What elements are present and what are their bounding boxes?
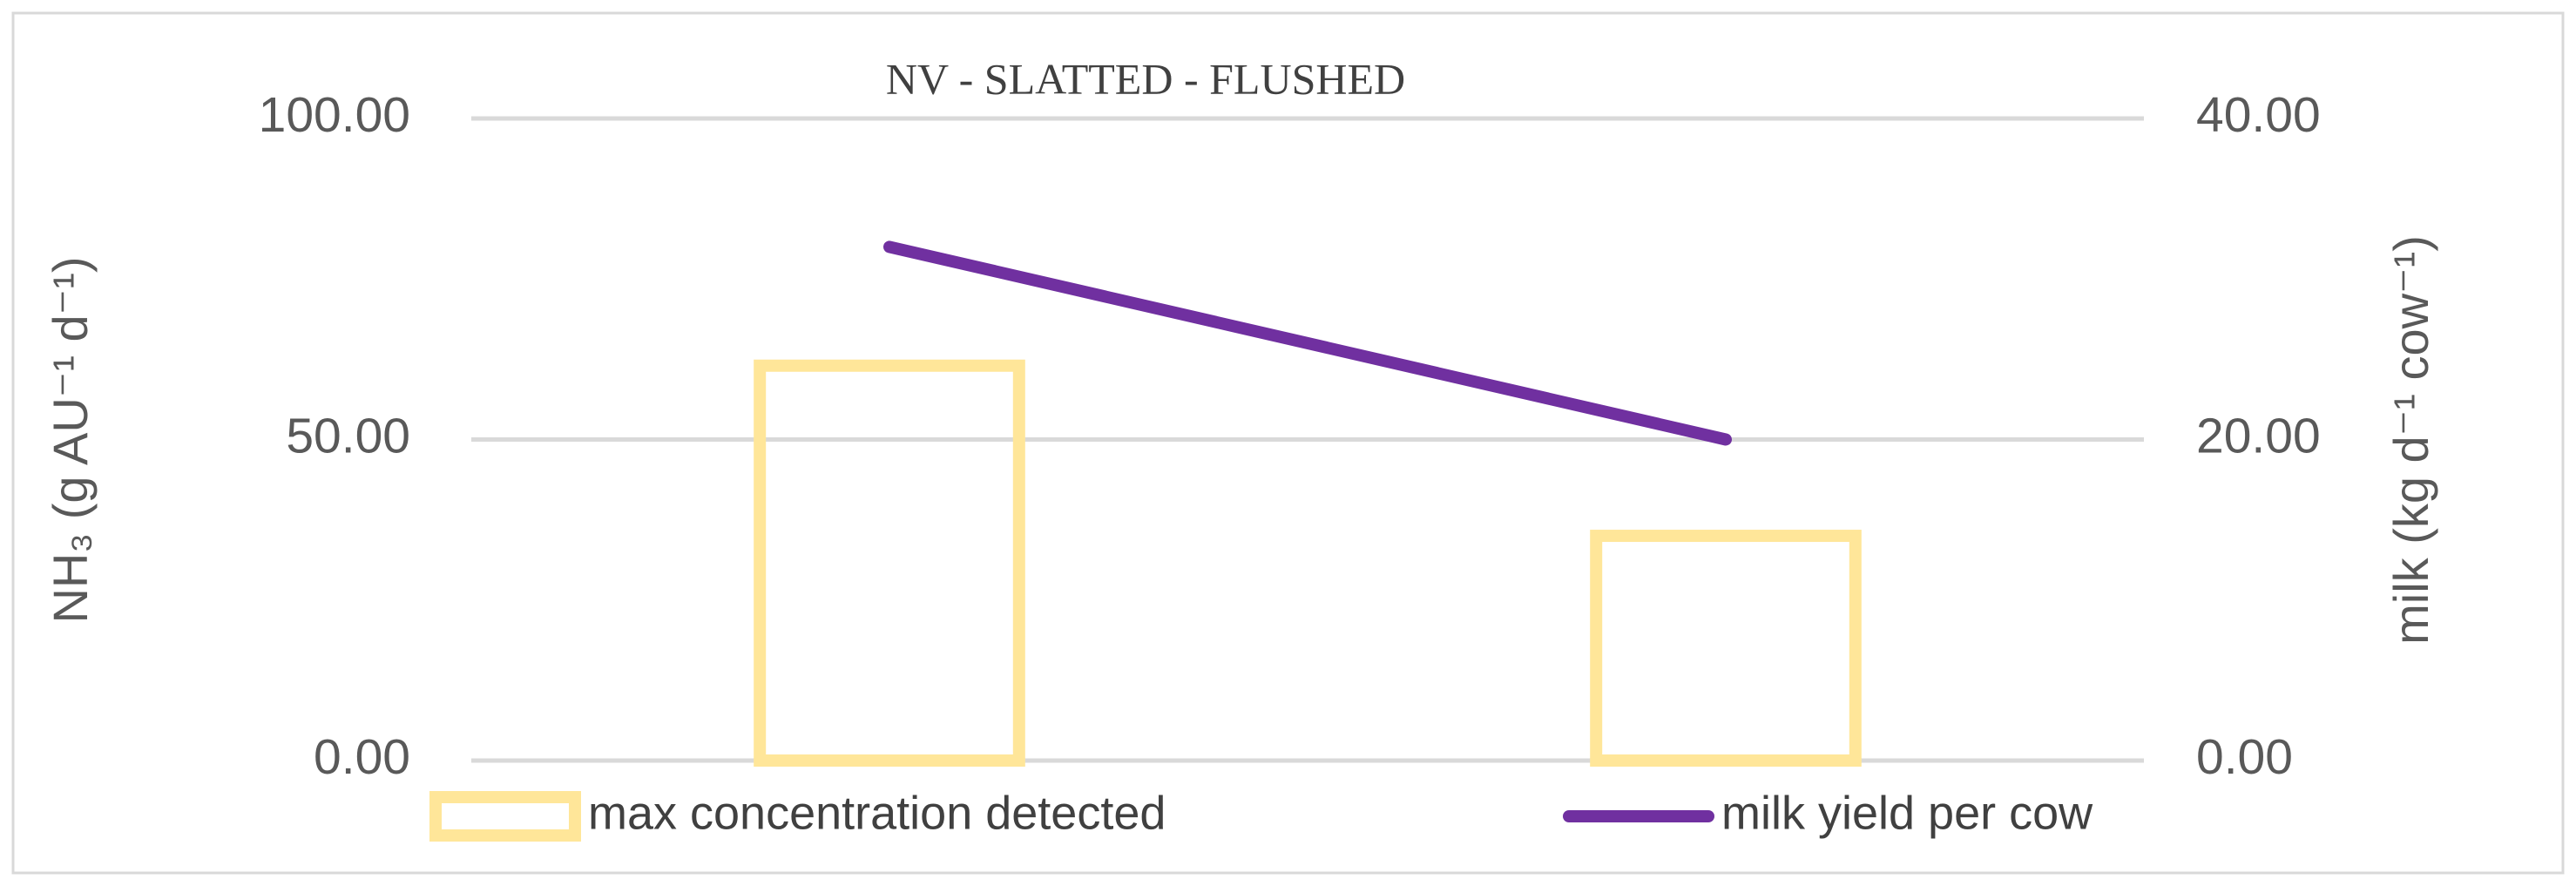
line (883, 240, 1732, 446)
y2-tick-label: 20.00 (2196, 409, 2321, 464)
bar (1590, 530, 1862, 767)
chart-title: NV - SLATTED - FLUSHED (886, 54, 1405, 103)
legend-swatch (429, 791, 581, 842)
y2-tick-label: 0.00 (2196, 729, 2293, 785)
bar (754, 359, 1025, 767)
y2-axis-title: milk (kg d⁻¹ cow⁻¹) (2383, 235, 2438, 645)
y-tick-label: 50.00 (286, 409, 410, 464)
legend-label: max concentration detected (588, 787, 1166, 839)
y-tick-label: 100.00 (259, 87, 410, 143)
y-tick-label: 0.00 (314, 729, 410, 785)
legend-label: milk yield per cow (1721, 787, 2093, 839)
chart-border (11, 11, 2565, 875)
y2-tick-label: 40.00 (2196, 87, 2321, 143)
y-axis-title: NH₃ (g AU⁻¹ d⁻¹) (43, 256, 98, 623)
